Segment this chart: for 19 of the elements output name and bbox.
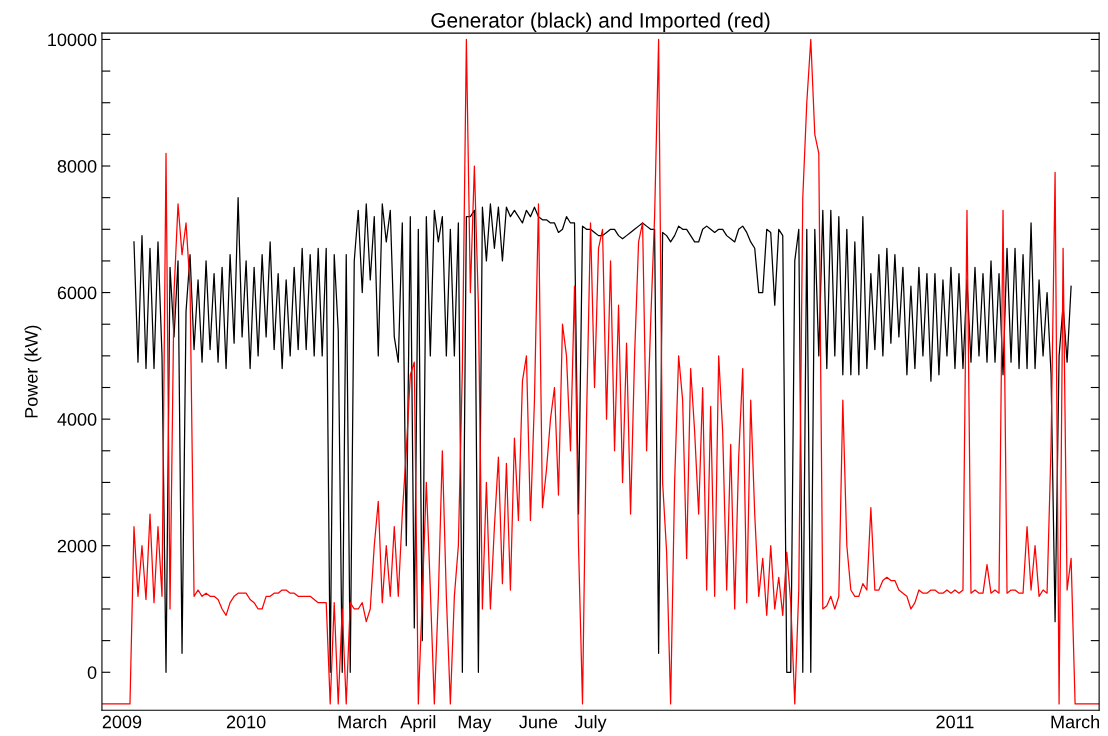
y-tick-label: 6000 bbox=[57, 286, 97, 300]
x-tick-label: 2011 bbox=[936, 715, 974, 729]
x-tick-label: March bbox=[1051, 715, 1100, 729]
x-tick-label: May bbox=[458, 715, 492, 732]
y-tick-label: 4000 bbox=[57, 413, 97, 426]
y-tick-label: 2000 bbox=[57, 539, 97, 553]
y-axis-title: Power (kW) bbox=[24, 325, 42, 418]
x-tick-label: 2010 bbox=[226, 715, 266, 729]
x-tick-label: 2009 bbox=[102, 715, 142, 729]
y-tick-label: 0 bbox=[87, 666, 97, 679]
line-series bbox=[101, 38, 1100, 705]
y-tick-label: 10000 bbox=[48, 33, 97, 47]
line-series bbox=[133, 197, 1072, 673]
chart-title: Generator (black) and Imported (red) bbox=[431, 12, 770, 32]
y-tick-label: 8000 bbox=[57, 159, 97, 173]
x-tick-label: June bbox=[519, 715, 558, 729]
x-tick-label: July bbox=[574, 715, 607, 732]
x-tick-label: April bbox=[400, 715, 436, 732]
x-tick-label: March bbox=[338, 715, 387, 729]
